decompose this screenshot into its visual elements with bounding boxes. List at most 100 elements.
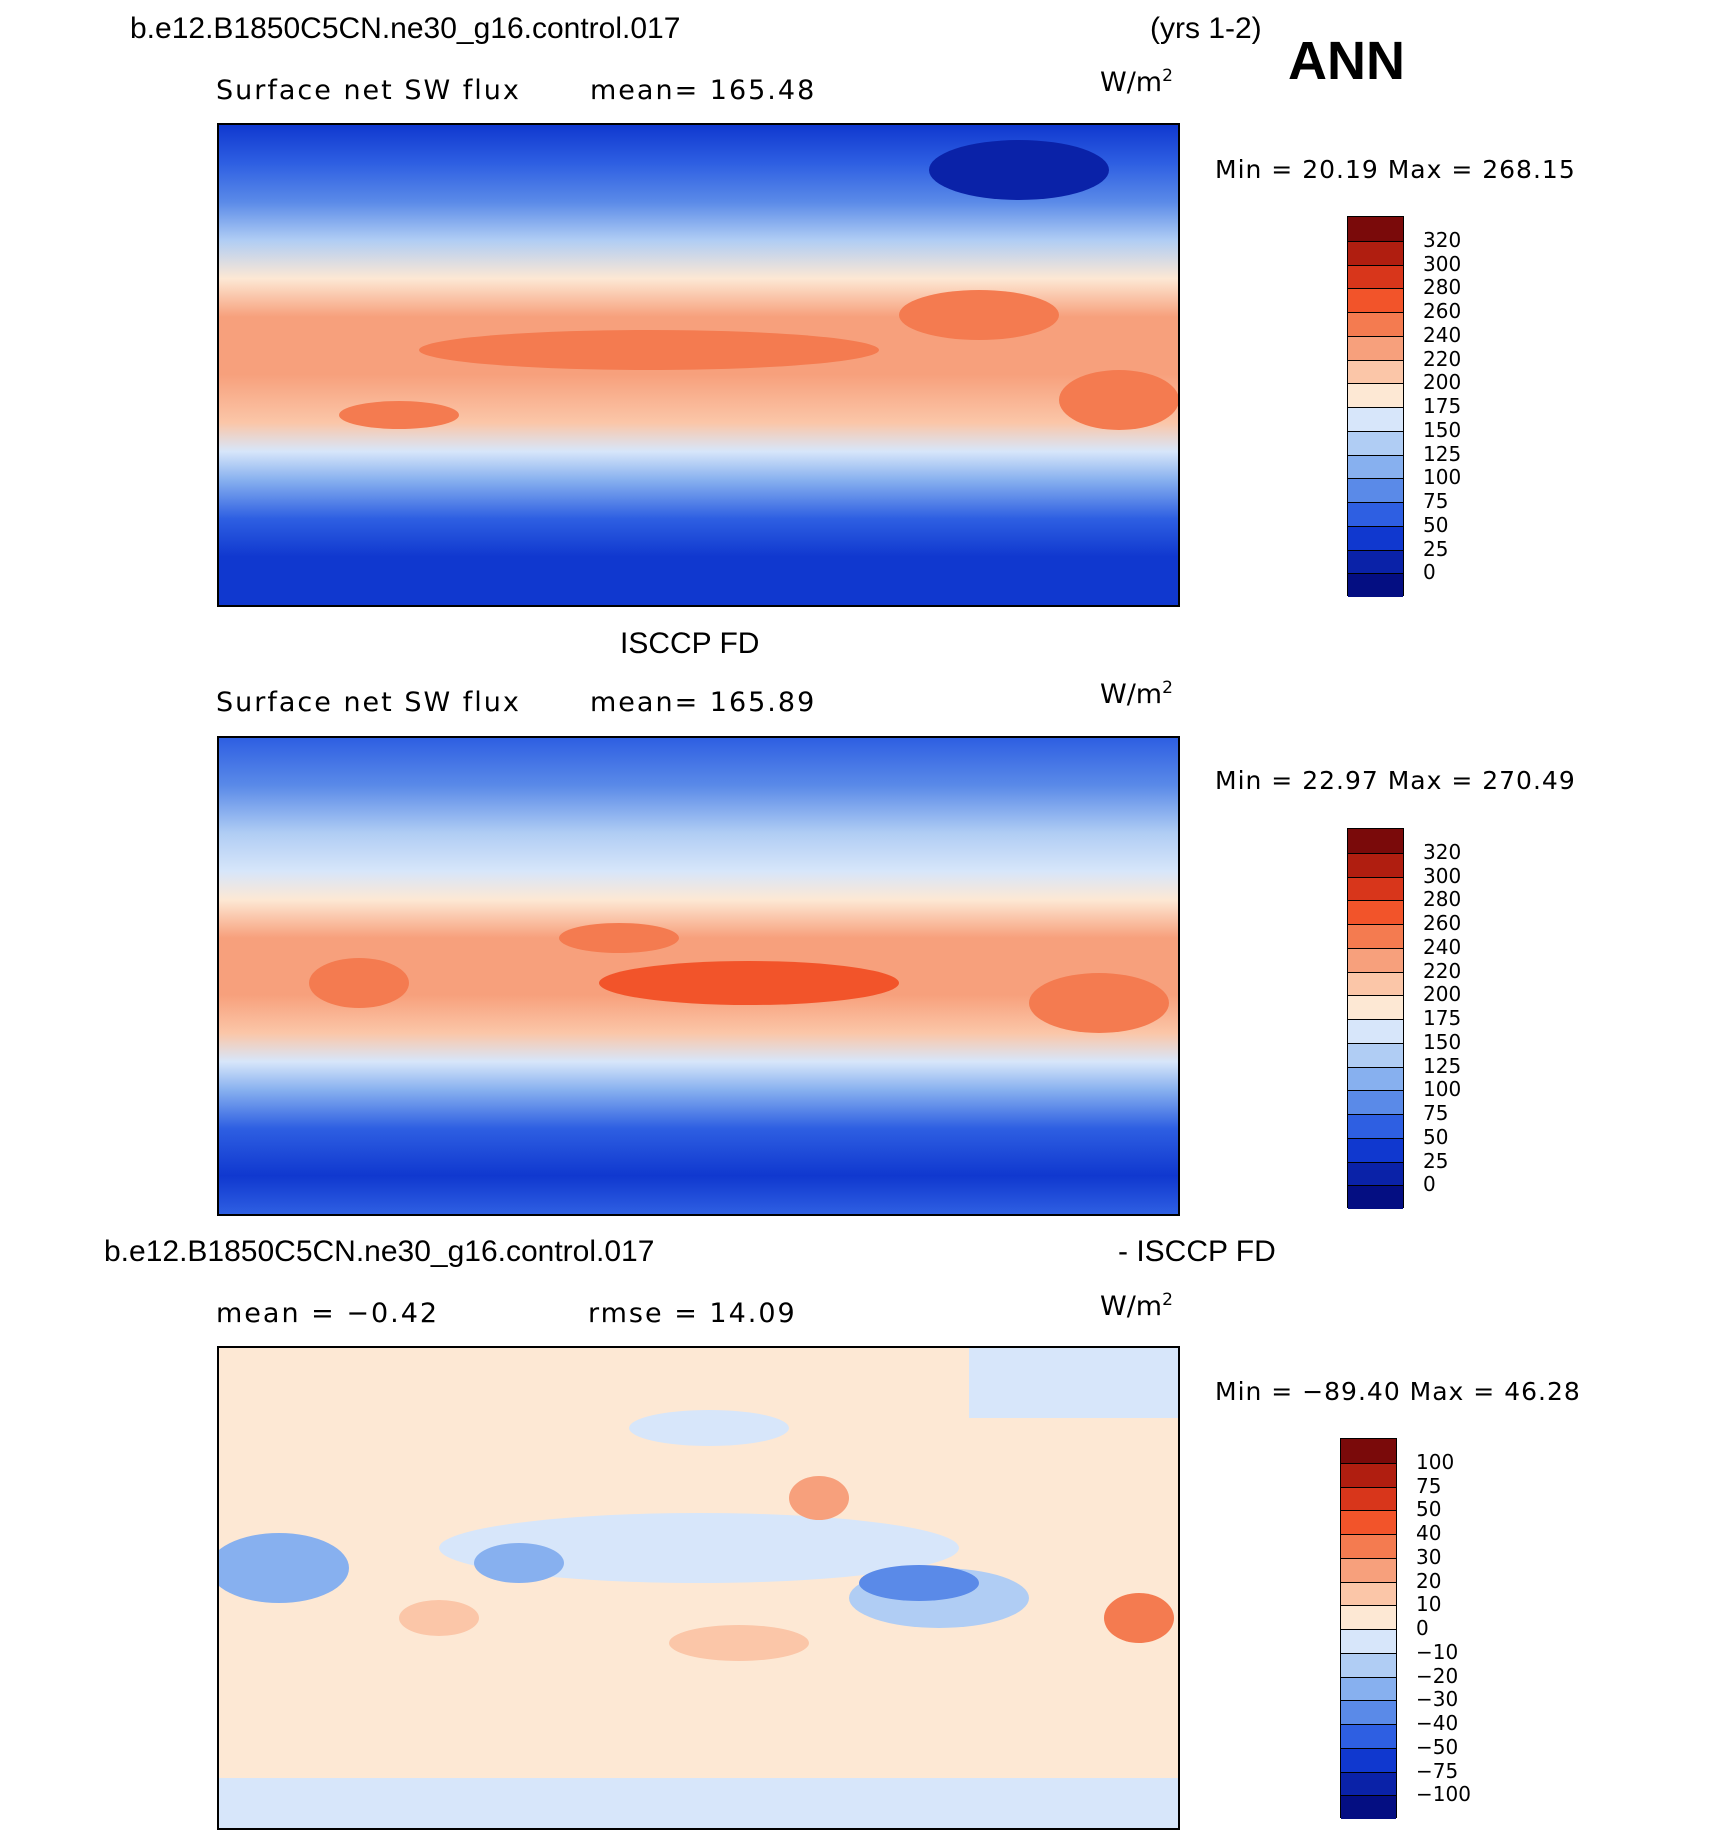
colorbar-tick-label: 75 xyxy=(1416,1473,1442,1498)
colorbar-swatch xyxy=(1348,1161,1403,1186)
colorbar-swatch xyxy=(1348,383,1403,407)
colorbar-tick-label: 0 xyxy=(1423,1172,1436,1197)
panel1-units: W/m2 xyxy=(1100,66,1173,98)
colorbar-swatch xyxy=(1348,217,1403,241)
colorbar-tick-label: 175 xyxy=(1423,394,1462,418)
colorbar-tick-label: 280 xyxy=(1423,275,1462,300)
colorbar-swatch xyxy=(1341,1510,1396,1534)
colorbar-tick-label: 20 xyxy=(1416,1568,1442,1593)
colorbar-tick-label: 260 xyxy=(1423,911,1462,935)
colorbar-tick-label: −50 xyxy=(1416,1734,1459,1759)
colorbar-tick-label: 200 xyxy=(1423,370,1462,395)
panel1-colorbar xyxy=(1347,216,1404,597)
colorbar-swatch xyxy=(1348,430,1403,455)
colorbar-swatch xyxy=(1341,1462,1396,1487)
colorbar-swatch xyxy=(1341,1557,1396,1582)
colorbar-tick-label: 100 xyxy=(1423,465,1462,490)
colorbar-swatch xyxy=(1348,1185,1403,1209)
colorbar-swatch xyxy=(1348,971,1403,996)
case-name: b.e12.B1850C5CN.ne30_g16.control.017 xyxy=(130,12,681,45)
colorbar-swatch xyxy=(1341,1581,1396,1606)
colorbar-swatch xyxy=(1341,1605,1396,1629)
colorbar-tick-label: 175 xyxy=(1423,1006,1462,1030)
colorbar-tick-label: 30 xyxy=(1416,1544,1442,1569)
colorbar-swatch xyxy=(1348,573,1403,597)
colorbar-tick-label: 100 xyxy=(1416,1449,1455,1474)
season-label: ANN xyxy=(1288,31,1405,91)
panel3-title-right: - ISCCP FD xyxy=(1118,1235,1276,1268)
panel2-units: W/m2 xyxy=(1100,678,1173,710)
colorbar-swatch xyxy=(1341,1771,1396,1796)
colorbar-tick-label: −40 xyxy=(1416,1711,1459,1735)
colorbar-tick-label: 300 xyxy=(1423,863,1462,888)
colorbar-tick-label: 150 xyxy=(1423,1029,1462,1054)
colorbar-tick-label: 50 xyxy=(1423,1124,1449,1149)
colorbar-swatch xyxy=(1348,924,1403,948)
colorbar-tick-label: 280 xyxy=(1423,887,1462,912)
panel3-units: W/m2 xyxy=(1100,1290,1173,1322)
colorbar-tick-label: 240 xyxy=(1423,934,1462,959)
colorbar-swatch xyxy=(1341,1676,1396,1701)
colorbar-swatch xyxy=(1348,1066,1403,1091)
colorbar-tick-label: 300 xyxy=(1423,251,1462,276)
colorbar-swatch xyxy=(1348,359,1403,384)
colorbar-tick-label: 0 xyxy=(1423,560,1436,585)
colorbar-swatch xyxy=(1348,240,1403,265)
colorbar-swatch xyxy=(1341,1700,1396,1724)
colorbar-tick-label: 240 xyxy=(1423,322,1462,347)
colorbar-tick-label: 50 xyxy=(1416,1497,1442,1522)
colorbar-swatch xyxy=(1341,1795,1396,1819)
colorbar-swatch xyxy=(1341,1439,1396,1463)
colorbar-tick-label: 75 xyxy=(1423,1101,1449,1125)
colorbar-tick-label: 125 xyxy=(1423,441,1462,466)
colorbar-swatch xyxy=(1341,1652,1396,1677)
colorbar-tick-label: −10 xyxy=(1416,1639,1459,1664)
colorbar-swatch xyxy=(1348,1137,1403,1162)
panel1-variable: Surface net SW flux xyxy=(216,75,521,106)
colorbar-swatch xyxy=(1341,1629,1396,1653)
colorbar-swatch xyxy=(1348,312,1403,336)
colorbar-tick-label: 40 xyxy=(1416,1521,1442,1545)
panel2-title: ISCCP FD xyxy=(620,627,760,660)
colorbar-swatch xyxy=(1348,288,1403,312)
colorbar-swatch xyxy=(1348,995,1403,1019)
colorbar-swatch xyxy=(1341,1724,1396,1748)
colorbar-tick-label: −30 xyxy=(1416,1687,1459,1712)
panel1-map xyxy=(217,123,1180,607)
colorbar-swatch xyxy=(1348,829,1403,853)
colorbar-tick-label: 150 xyxy=(1423,417,1462,442)
panel3-colorbar xyxy=(1340,1438,1397,1819)
colorbar-tick-label: 200 xyxy=(1423,982,1462,1007)
colorbar-swatch xyxy=(1348,502,1403,526)
colorbar-tick-label: 25 xyxy=(1423,1148,1449,1173)
colorbar-swatch xyxy=(1348,900,1403,924)
colorbar-swatch xyxy=(1348,852,1403,877)
colorbar-swatch xyxy=(1348,1019,1403,1043)
colorbar-swatch xyxy=(1348,1114,1403,1138)
colorbar-tick-label: −100 xyxy=(1416,1782,1471,1807)
colorbar-tick-label: 220 xyxy=(1423,346,1462,371)
colorbar-swatch xyxy=(1341,1534,1396,1558)
panel2-min-max: Min = 22.97 Max = 270.49 xyxy=(1215,766,1576,795)
colorbar-tick-label: 50 xyxy=(1423,512,1449,537)
colorbar-tick-label: 260 xyxy=(1423,299,1462,323)
panel1-min-max: Min = 20.19 Max = 268.15 xyxy=(1215,155,1576,184)
panel3-map xyxy=(217,1346,1180,1830)
colorbar-tick-label: 25 xyxy=(1423,536,1449,561)
colorbar-swatch xyxy=(1348,1090,1403,1114)
panel1-mean: mean= 165.48 xyxy=(590,75,817,106)
colorbar-tick-label: −75 xyxy=(1416,1758,1459,1783)
colorbar-tick-label: 125 xyxy=(1423,1053,1462,1078)
colorbar-tick-label: 0 xyxy=(1416,1616,1429,1640)
colorbar-swatch xyxy=(1348,525,1403,550)
colorbar-tick-label: 75 xyxy=(1423,489,1449,513)
years-range: (yrs 1-2) xyxy=(1150,12,1262,45)
colorbar-swatch xyxy=(1348,454,1403,479)
panel3-title: b.e12.B1850C5CN.ne30_g16.control.017 xyxy=(104,1235,655,1268)
panel2-colorbar xyxy=(1347,828,1404,1209)
colorbar-swatch xyxy=(1348,407,1403,431)
colorbar-tick-label: −20 xyxy=(1416,1663,1459,1688)
colorbar-swatch xyxy=(1348,549,1403,574)
panel3-min-max: Min = −89.40 Max = 46.28 xyxy=(1215,1377,1581,1406)
panel3-rmse: rmse = 14.09 xyxy=(588,1298,797,1329)
